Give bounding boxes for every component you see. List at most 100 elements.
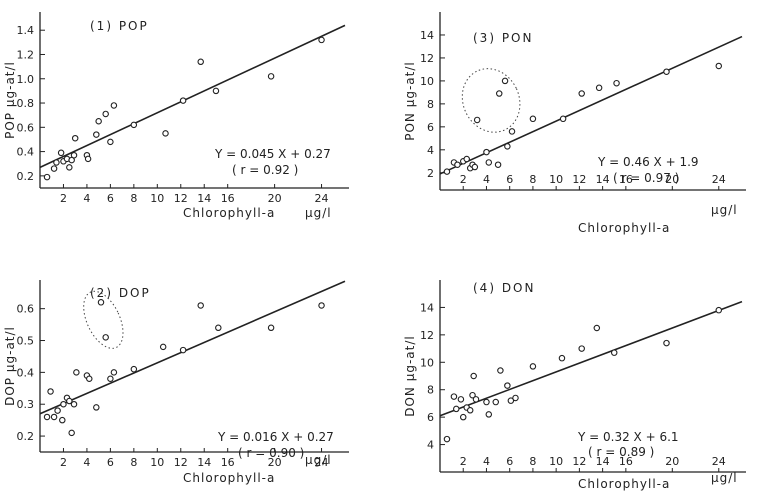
x-tick-label: 10 <box>549 455 563 468</box>
x-tick-label: 16 <box>619 173 633 186</box>
y-tick-label: 10 <box>420 356 434 369</box>
y-tick-label: 0.2 <box>17 170 35 183</box>
y-tick-label: 6 <box>427 411 434 424</box>
y-tick-label: 1.4 <box>17 24 35 37</box>
x-axis-label: Chlorophyll-a <box>183 206 275 220</box>
data-point <box>102 334 109 341</box>
x-tick-label: 16 <box>221 456 235 469</box>
data-point <box>593 324 601 332</box>
data-point <box>71 134 79 142</box>
data-point <box>529 115 537 123</box>
x-tick-label: 8 <box>529 173 536 186</box>
x-axis-unit: μg/l <box>711 203 738 217</box>
x-axis-label: Chlorophyll-a <box>183 471 275 485</box>
panel-title: (2) DOP <box>90 286 151 300</box>
data-point <box>501 77 509 85</box>
outlier-group-outline <box>461 68 521 133</box>
data-point <box>57 149 65 157</box>
data-point <box>102 110 109 118</box>
x-tick-label: 20 <box>268 192 282 205</box>
regression-line <box>439 35 743 175</box>
x-tick-label: 16 <box>619 455 633 468</box>
x-tick-label: 2 <box>60 456 67 469</box>
data-point <box>459 413 467 421</box>
data-point <box>495 90 503 97</box>
x-tick-label: 14 <box>596 455 610 468</box>
data-point <box>93 131 100 138</box>
x-tick-label: 12 <box>572 455 586 468</box>
regression-line <box>39 24 346 169</box>
data-point <box>68 429 75 437</box>
data-point <box>43 173 51 181</box>
data-point <box>492 398 500 406</box>
data-point <box>715 306 723 314</box>
y-tick-label: 0.2 <box>17 430 35 443</box>
data-point <box>578 345 585 352</box>
data-point <box>470 372 477 380</box>
regression-equation: Y = 0.016 X + 0.27 <box>217 430 334 444</box>
data-point <box>318 36 325 44</box>
x-tick-label: 14 <box>197 456 211 469</box>
data-point <box>559 115 567 123</box>
data-point <box>472 396 480 403</box>
correlation-coefficient: ( r = 0.97 ) <box>613 171 679 185</box>
y-tick-label: 0.6 <box>17 303 35 316</box>
x-tick-label: 4 <box>83 192 90 205</box>
correlation-coefficient: ( r = 0.90 ) <box>238 446 304 460</box>
data-point <box>663 339 670 347</box>
x-tick-label: 14 <box>596 173 610 186</box>
y-tick-label: 0.3 <box>17 398 35 411</box>
data-point <box>471 163 479 171</box>
y-tick-label: 4 <box>427 439 434 452</box>
data-point <box>53 159 60 166</box>
data-point <box>494 161 502 168</box>
regression-line <box>39 280 346 415</box>
data-point <box>469 391 476 399</box>
x-axis-unit: μg/l <box>711 471 738 485</box>
chart-pop: 0.20.40.60.81.01.21.42 4 6 8 10 12 14 16 20 24POP… <box>3 12 349 220</box>
data-point <box>66 397 73 405</box>
y-axis-label: DON μg-at/l <box>403 335 417 417</box>
x-tick-label: 4 <box>483 173 490 186</box>
data-point <box>454 161 461 168</box>
x-tick-label: 14 <box>197 192 211 205</box>
data-point <box>54 407 61 414</box>
regression-equation: Y = 0.32 X + 6.1 <box>577 430 679 444</box>
data-point <box>215 324 222 332</box>
x-tick-label: 2 <box>460 173 467 186</box>
x-axis-label: Chlorophyll-a <box>578 221 670 235</box>
panel-title: (3) PON <box>473 31 533 45</box>
data-point <box>50 165 58 172</box>
data-point <box>95 117 102 125</box>
data-point <box>463 155 470 163</box>
y-tick-label: 14 <box>420 301 434 314</box>
x-axis-unit: μg/l <box>305 453 332 467</box>
data-point <box>453 405 460 413</box>
data-point <box>558 354 566 362</box>
y-tick-label: 12 <box>420 329 434 342</box>
x-tick-label: 24 <box>315 192 329 205</box>
data-point <box>179 97 187 104</box>
y-tick-label: 1.0 <box>17 73 35 86</box>
y-tick-label: 10 <box>420 75 434 88</box>
data-point <box>497 367 504 374</box>
y-tick-label: 2 <box>427 167 434 180</box>
data-point <box>504 143 511 150</box>
x-tick-label: 10 <box>150 456 164 469</box>
y-tick-label: 8 <box>427 98 434 111</box>
y-axis-label: POP μg-at/l <box>3 61 17 139</box>
data-point <box>578 90 585 97</box>
x-tick-label: 4 <box>483 455 490 468</box>
data-point <box>483 398 490 406</box>
y-tick-label: 0.5 <box>17 335 35 348</box>
data-point <box>43 413 51 421</box>
data-point <box>86 375 93 382</box>
data-point <box>197 58 204 66</box>
y-tick-label: 14 <box>420 29 434 42</box>
data-point <box>443 168 451 175</box>
data-point <box>110 102 118 109</box>
x-axis-unit: μg/l <box>305 206 332 220</box>
